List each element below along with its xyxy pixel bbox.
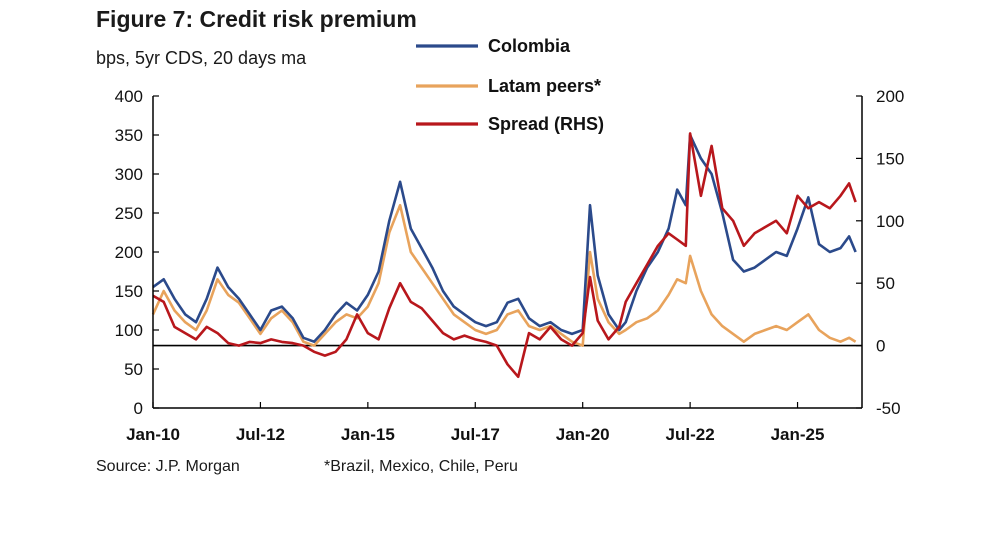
x-tick-label: Jan-15 [341,425,395,444]
x-tick-label: Jul-22 [666,425,715,444]
right-tick-label: 150 [876,149,904,168]
x-tick-label: Jul-17 [451,425,500,444]
series-line-spread-rhs [152,132,857,379]
right-tick-label: 50 [876,274,895,293]
chart-subtitle: bps, 5yr CDS, 20 days ma [96,48,307,68]
source-note: Source: J.P. Morgan [96,458,240,475]
x-tick-label: Jan-20 [556,425,610,444]
legend: Colombia Latam peers* Spread (RHS) [416,36,604,134]
right-tick-label: 100 [876,212,904,231]
left-axis-ticks: 0 50 100 150 200 250 300 350 400 [115,87,159,418]
left-tick-label: 200 [115,243,143,262]
axes [152,96,863,409]
left-tick-label: 250 [115,204,143,223]
x-axis-ticks: Jan-10 Jul-12 Jan-15 Jul-17 Jan-20 Jul-22 Jan-… [126,402,824,444]
legend-label: Spread (RHS) [488,114,604,134]
right-tick-label: 0 [876,337,885,356]
x-tick-label: Jan-25 [771,425,825,444]
left-tick-label: 100 [115,321,143,340]
left-tick-label: 400 [115,87,143,106]
right-tick-label: 200 [876,87,904,106]
legend-label: Colombia [488,36,571,56]
chart-title: Figure 7: Credit risk premium [96,6,417,32]
x-tick-label: Jan-10 [126,425,180,444]
left-tick-label: 300 [115,165,143,184]
legend-label: Latam peers* [488,76,601,96]
left-tick-label: 0 [134,399,143,418]
right-axis-ticks: -50 0 50 100 150 200 [856,87,904,418]
left-tick-label: 50 [124,360,143,379]
left-tick-label: 150 [115,282,143,301]
series-layer [151,132,862,379]
right-tick-label: -50 [876,399,901,418]
footnote: *Brazil, Mexico, Chile, Peru [324,458,518,475]
series-line-latam-peers [151,203,857,347]
series-line-colombia [152,133,857,344]
x-tick-label: Jul-12 [236,425,285,444]
left-tick-label: 350 [115,126,143,145]
